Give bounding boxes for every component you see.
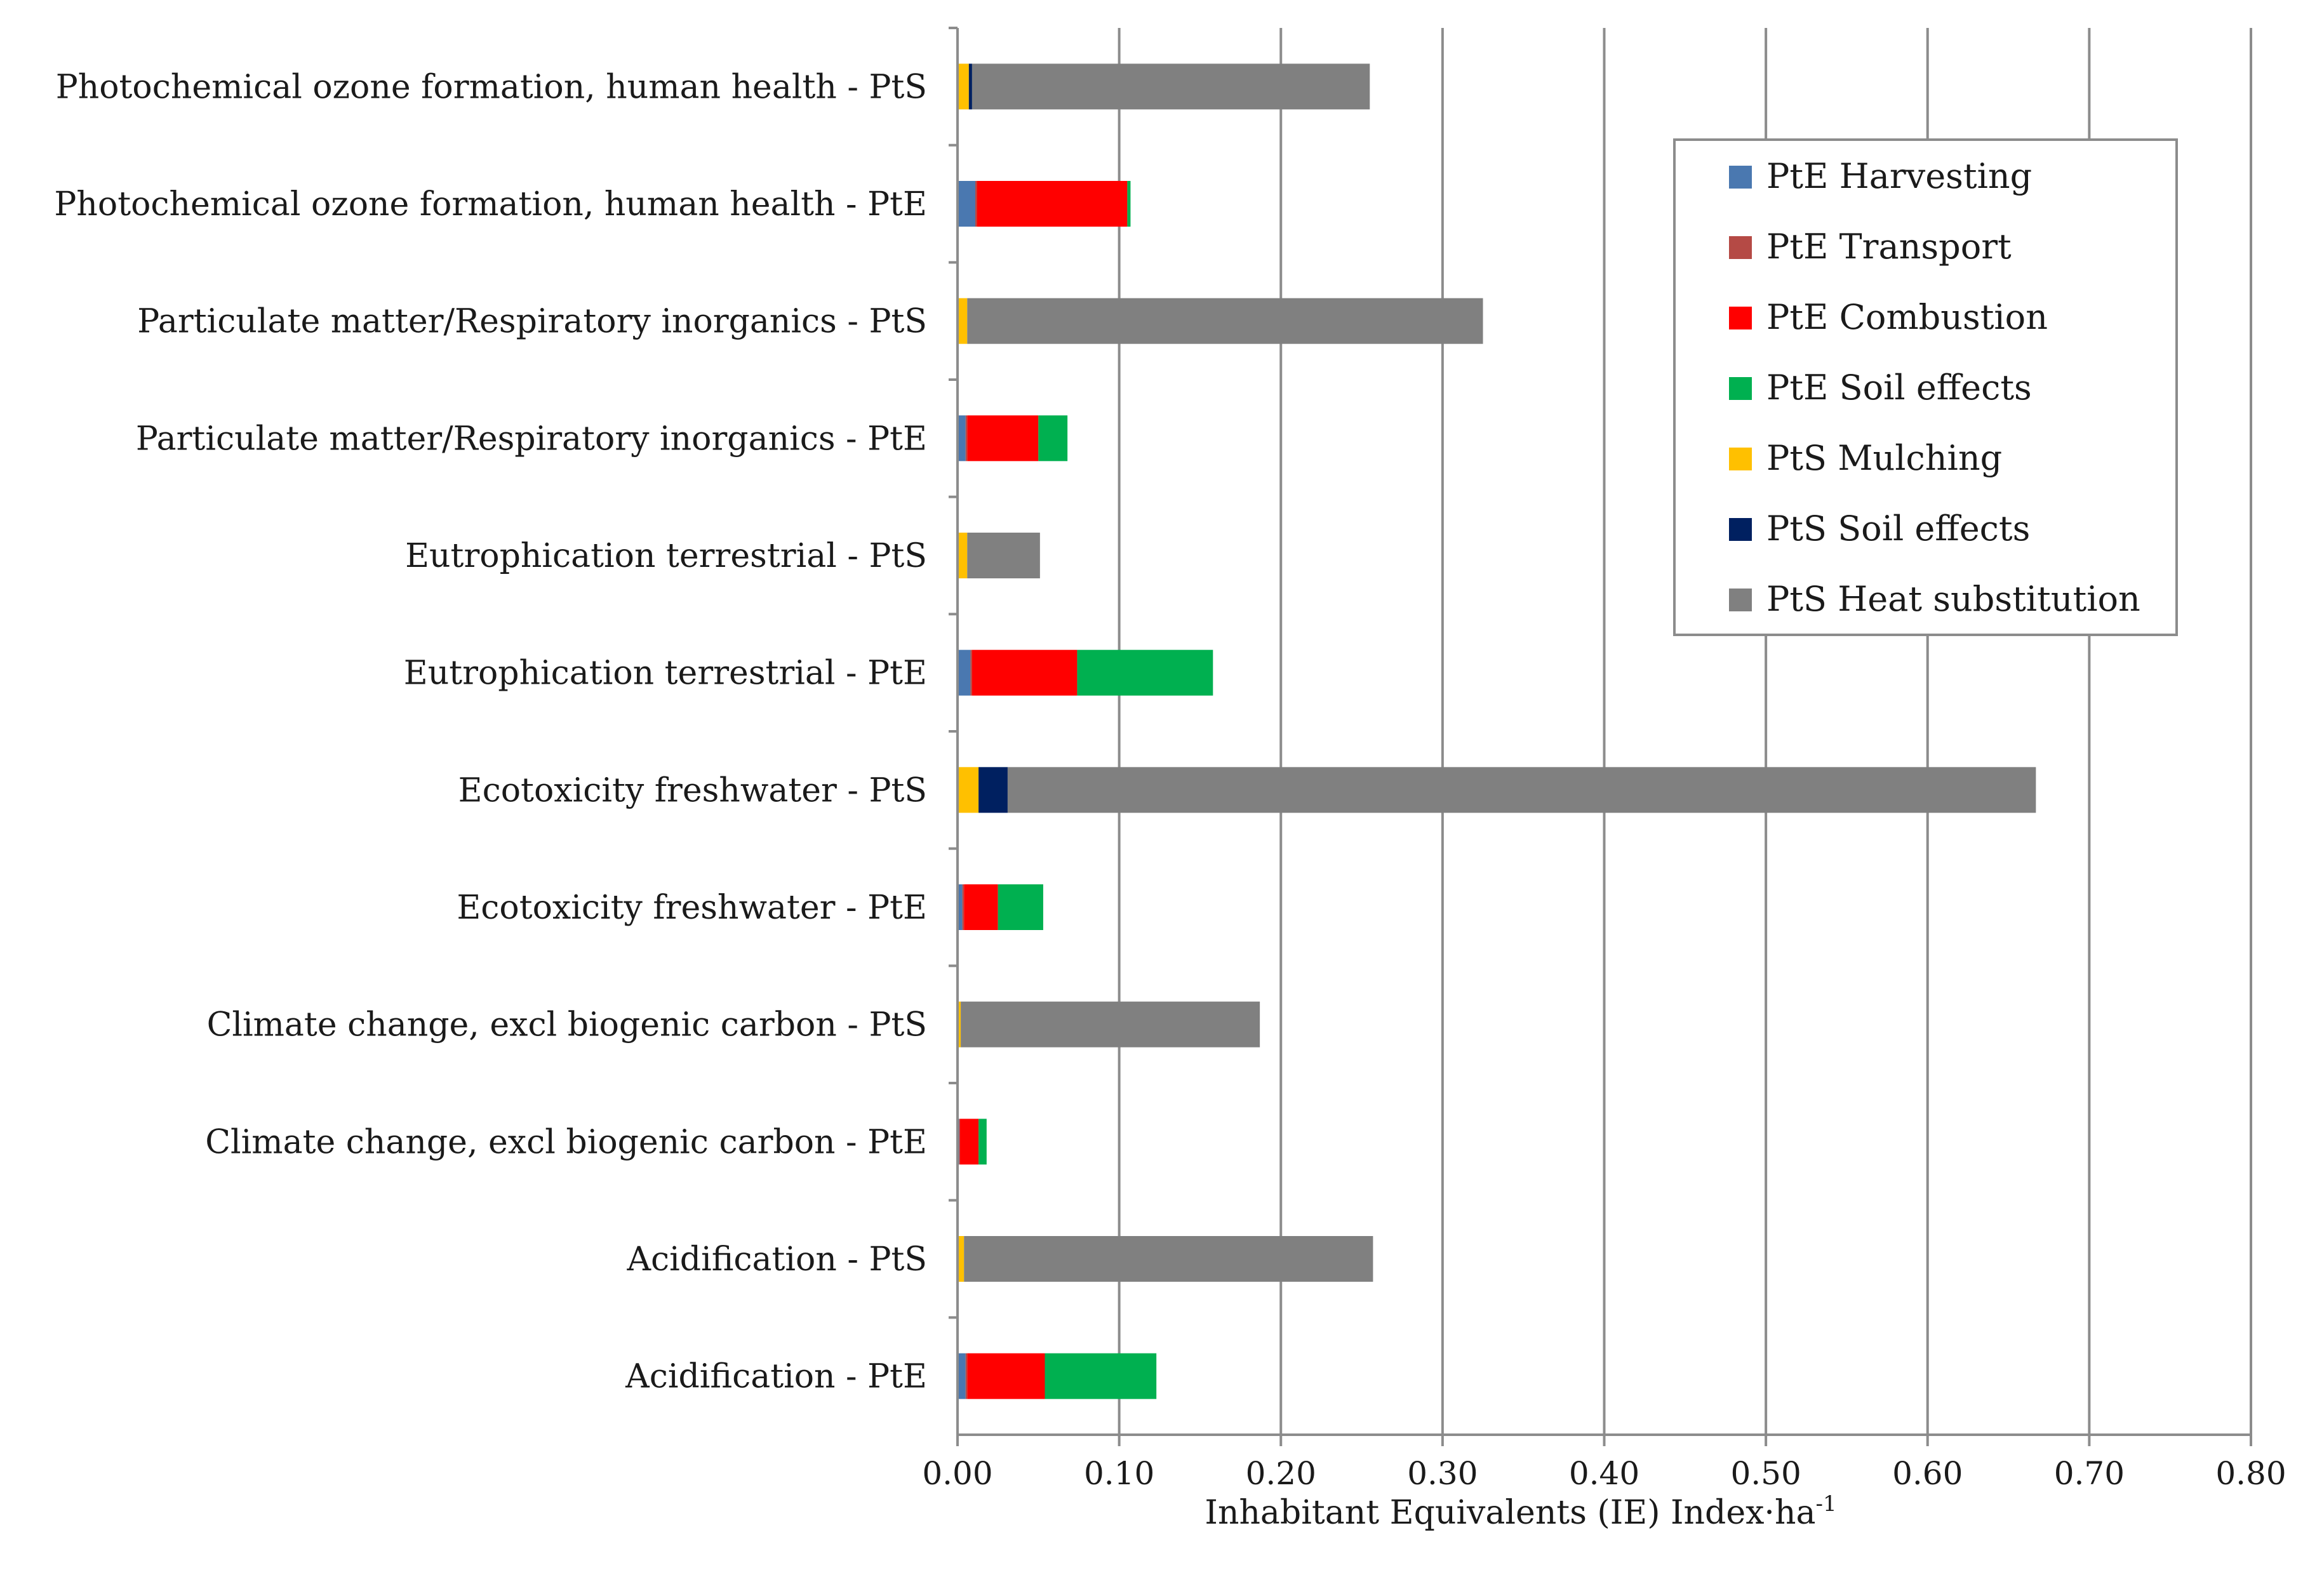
- legend-swatch: [1729, 448, 1752, 470]
- category-label: Photochemical ozone formation, human hea…: [56, 68, 927, 106]
- bar-segment: [964, 1236, 1373, 1282]
- bar-segment: [961, 1001, 1260, 1047]
- legend-label: PtS Soil effects: [1766, 509, 2030, 549]
- bar-segment: [964, 884, 998, 930]
- bar-segment: [967, 1353, 1045, 1399]
- x-ticks: 0.00 0.10 0.20 0.30 0.40 0.50 0.60 0.70 0.80: [922, 1435, 2286, 1492]
- bar-segment: [971, 649, 1078, 696]
- bar-segment: [958, 1236, 965, 1282]
- legend-swatch: [1729, 166, 1752, 189]
- legend-swatch: [1729, 236, 1752, 259]
- bar-segment: [958, 767, 979, 813]
- bar-segment: [967, 298, 1483, 344]
- bar-segment: [965, 1353, 968, 1399]
- bar-segment: [1038, 415, 1068, 462]
- legend-label: PtE Harvesting: [1766, 156, 2032, 196]
- bar-segment: [978, 1119, 987, 1165]
- x-axis-title-superscript: -1: [1815, 1491, 1836, 1517]
- legend-swatch: [1729, 377, 1752, 400]
- bar-segment: [1007, 767, 2036, 813]
- bar-segment: [1045, 1353, 1157, 1399]
- bar-segment: [1127, 181, 1131, 227]
- x-tick-label: 0.60: [1892, 1455, 1963, 1492]
- bar-segment: [958, 63, 969, 110]
- legend-label: PtS Heat substitution: [1766, 579, 2140, 619]
- legend-swatch: [1729, 518, 1752, 541]
- bar-segment: [967, 415, 1039, 462]
- bar-segment: [998, 884, 1043, 930]
- category-label: Climate change, excl biogenic carbon - P…: [205, 1123, 927, 1161]
- x-tick-label: 0.10: [1084, 1455, 1154, 1492]
- legend-label: PtE Soil effects: [1766, 368, 2032, 408]
- bar-segment: [958, 649, 971, 696]
- category-label: Acidification - PtS: [627, 1240, 928, 1279]
- category-label: Photochemical ozone formation, human hea…: [54, 185, 927, 223]
- bar-segment: [959, 1119, 960, 1165]
- category-label: Particulate matter/Respiratory inorganic…: [137, 303, 927, 341]
- legend-frame: [1673, 138, 2178, 636]
- bar-segment: [958, 181, 976, 227]
- legend-swatch: [1729, 589, 1752, 611]
- category-label: Ecotoxicity freshwater - PtS: [458, 771, 927, 809]
- legend: PtE Harvesting PtE Transport PtE Combustio…: [1673, 138, 2178, 636]
- bar-segment: [958, 884, 963, 930]
- bar-segment: [975, 181, 977, 227]
- bar-segment: [959, 1119, 979, 1165]
- x-tick-label: 0.70: [2054, 1455, 2125, 1492]
- x-axis-title-text: Inhabitant Equivalents (IE) Index·ha: [1205, 1494, 1815, 1532]
- x-tick-label: 0.00: [922, 1455, 992, 1492]
- bar-segment: [958, 533, 968, 578]
- legend-label: PtS Mulching: [1766, 438, 2002, 478]
- x-axis-title: Inhabitant Equivalents (IE) Index·ha-1: [1205, 1491, 1836, 1532]
- x-tick-label: 0.50: [1730, 1455, 1801, 1492]
- bars: [958, 63, 2036, 1399]
- legend-label: PtE Combustion: [1766, 297, 2048, 337]
- legend-swatch: [1729, 307, 1752, 329]
- bar-segment: [962, 884, 965, 930]
- legend-label: PtE Transport: [1766, 227, 2012, 267]
- x-tick-label: 0.30: [1407, 1455, 1478, 1492]
- category-labels: Photochemical ozone formation, human hea…: [54, 27, 958, 1396]
- bar-segment: [958, 1353, 966, 1399]
- category-label: Eutrophication terrestrial - PtE: [404, 655, 927, 693]
- category-label: Ecotoxicity freshwater - PtE: [457, 889, 927, 927]
- bar-segment: [1077, 649, 1213, 696]
- x-tick-label: 0.80: [2215, 1455, 2286, 1492]
- category-label: Eutrophication terrestrial - PtS: [405, 537, 927, 575]
- category-label: Particulate matter/Respiratory inorganic…: [136, 420, 927, 458]
- bar-segment: [958, 1001, 961, 1047]
- bar-segment: [958, 415, 966, 462]
- category-label: Climate change, excl biogenic carbon - P…: [207, 1006, 927, 1044]
- bar-segment: [965, 415, 968, 462]
- bar-segment: [970, 649, 972, 696]
- bar-segment: [968, 63, 972, 110]
- x-tick-label: 0.20: [1246, 1455, 1316, 1492]
- bar-segment: [978, 767, 1008, 813]
- bar-segment: [971, 63, 1370, 110]
- bar-segment: [967, 533, 1040, 578]
- bar-segment: [958, 298, 968, 344]
- bar-segment: [977, 181, 1128, 227]
- x-tick-label: 0.40: [1569, 1455, 1639, 1492]
- category-label: Acidification - PtE: [625, 1358, 927, 1396]
